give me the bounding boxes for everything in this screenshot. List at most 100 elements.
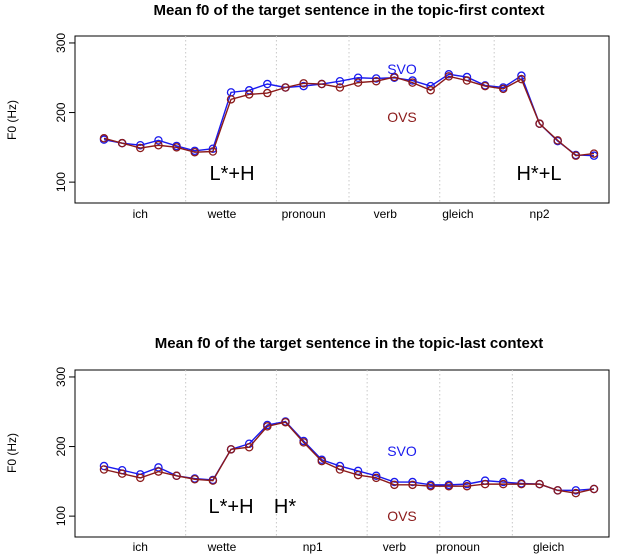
x-tick-label-gleich: gleich bbox=[533, 540, 564, 554]
data-point bbox=[535, 479, 544, 489]
x-axis-tick-labels: ich wette pronoun verb gleich np2 bbox=[133, 207, 550, 221]
data-point bbox=[136, 473, 145, 483]
x-tick-label-ich: ich bbox=[133, 540, 148, 554]
data-point bbox=[353, 73, 363, 83]
data-point bbox=[553, 136, 562, 145]
x-tick-label-pronoun: pronoun bbox=[436, 540, 480, 554]
data-point bbox=[371, 76, 381, 86]
x-tick-label-wette: wette bbox=[207, 540, 237, 554]
y-axis: 100 200 300 bbox=[54, 367, 75, 526]
legend-label-ovs: OVS bbox=[387, 109, 417, 125]
data-point bbox=[117, 138, 127, 148]
data-point bbox=[553, 486, 562, 495]
data-point bbox=[499, 479, 508, 489]
data-point bbox=[353, 470, 363, 480]
x-axis-tick-labels: ich wette np1 verb pronoun gleich bbox=[133, 540, 565, 554]
data-point bbox=[335, 465, 345, 474]
data-point bbox=[571, 151, 581, 160]
annotation-h: H* bbox=[274, 496, 296, 518]
chart-topic-last: Mean f0 of the target sentence in the to… bbox=[5, 335, 610, 554]
y-axis-label: F0 (Hz) bbox=[5, 100, 19, 140]
data-point bbox=[426, 481, 435, 491]
data-point bbox=[208, 476, 218, 485]
series-line bbox=[103, 421, 595, 494]
data-point bbox=[462, 76, 472, 85]
data-point bbox=[426, 86, 435, 95]
data-point bbox=[190, 147, 199, 157]
data-point bbox=[281, 83, 290, 92]
series-line bbox=[103, 75, 595, 157]
data-point bbox=[317, 456, 327, 466]
x-tick-label-np2: np2 bbox=[530, 207, 550, 221]
data-point bbox=[136, 140, 145, 150]
x-tick-label-wette: wette bbox=[207, 207, 237, 221]
data-point bbox=[444, 72, 454, 81]
data-point bbox=[571, 488, 581, 498]
data-point bbox=[408, 480, 417, 490]
data-point bbox=[390, 480, 399, 490]
data-point bbox=[335, 76, 345, 86]
data-point bbox=[299, 81, 308, 91]
data-point bbox=[480, 479, 490, 489]
data-point bbox=[172, 143, 181, 152]
data-point bbox=[335, 83, 345, 92]
annotation-lh: L*+H bbox=[208, 496, 253, 518]
x-tick-label-verb: verb bbox=[374, 207, 398, 221]
data-point bbox=[589, 149, 599, 158]
data-point bbox=[226, 445, 236, 454]
data-point bbox=[208, 144, 218, 153]
x-tick-label-pronoun: pronoun bbox=[282, 207, 326, 221]
data-point bbox=[408, 477, 417, 487]
series-ovs bbox=[99, 72, 599, 160]
data-point bbox=[517, 74, 526, 84]
y-tick-label: 100 bbox=[54, 172, 68, 192]
data-point bbox=[136, 143, 145, 153]
data-point bbox=[99, 465, 109, 474]
x-tick-label-ich: ich bbox=[133, 207, 148, 221]
x-tick-label-np1: np1 bbox=[303, 540, 323, 554]
y-tick-label: 100 bbox=[54, 506, 68, 526]
data-point bbox=[244, 90, 254, 99]
chart-title: Mean f0 of the target sentence in the to… bbox=[155, 335, 543, 352]
data-point bbox=[571, 486, 581, 495]
data-point bbox=[317, 79, 327, 89]
data-point bbox=[117, 469, 127, 478]
plot-frame bbox=[74, 369, 610, 538]
data-point bbox=[517, 479, 526, 489]
data-point bbox=[390, 72, 399, 82]
data-point bbox=[462, 481, 472, 491]
data-point bbox=[499, 84, 508, 94]
legend-label-svo: SVO bbox=[387, 443, 417, 459]
series-lines bbox=[99, 70, 599, 160]
y-axis-label: F0 (Hz) bbox=[5, 433, 19, 473]
data-point bbox=[154, 136, 163, 145]
y-axis: 100 200 300 bbox=[54, 33, 75, 192]
data-point bbox=[444, 481, 454, 491]
series-line bbox=[103, 73, 595, 157]
y-tick-label: 300 bbox=[54, 33, 68, 53]
y-tick-label: 200 bbox=[54, 102, 68, 122]
data-point bbox=[353, 78, 363, 87]
data-point bbox=[226, 95, 236, 104]
x-tick-label-verb: verb bbox=[383, 540, 407, 554]
series-ovs bbox=[99, 417, 599, 498]
data-point bbox=[408, 78, 417, 87]
data-point bbox=[281, 417, 290, 427]
annotation-hl: H*+L bbox=[516, 163, 561, 185]
plot-frame bbox=[74, 35, 610, 204]
data-point bbox=[480, 81, 490, 91]
data-point bbox=[172, 471, 181, 481]
data-point bbox=[154, 467, 163, 476]
y-tick-label: 300 bbox=[54, 367, 68, 387]
legend-label-ovs: OVS bbox=[387, 508, 417, 524]
data-point bbox=[99, 134, 109, 143]
data-point bbox=[263, 88, 272, 98]
series-svo bbox=[99, 417, 599, 495]
annotation-lh: L*+H bbox=[209, 163, 254, 185]
y-tick-label: 200 bbox=[54, 436, 68, 456]
chart-topic-first: Mean f0 of the target sentence in the to… bbox=[5, 2, 610, 221]
data-point bbox=[299, 79, 308, 88]
x-tick-label-gleich: gleich bbox=[442, 207, 473, 221]
data-point bbox=[589, 484, 599, 494]
